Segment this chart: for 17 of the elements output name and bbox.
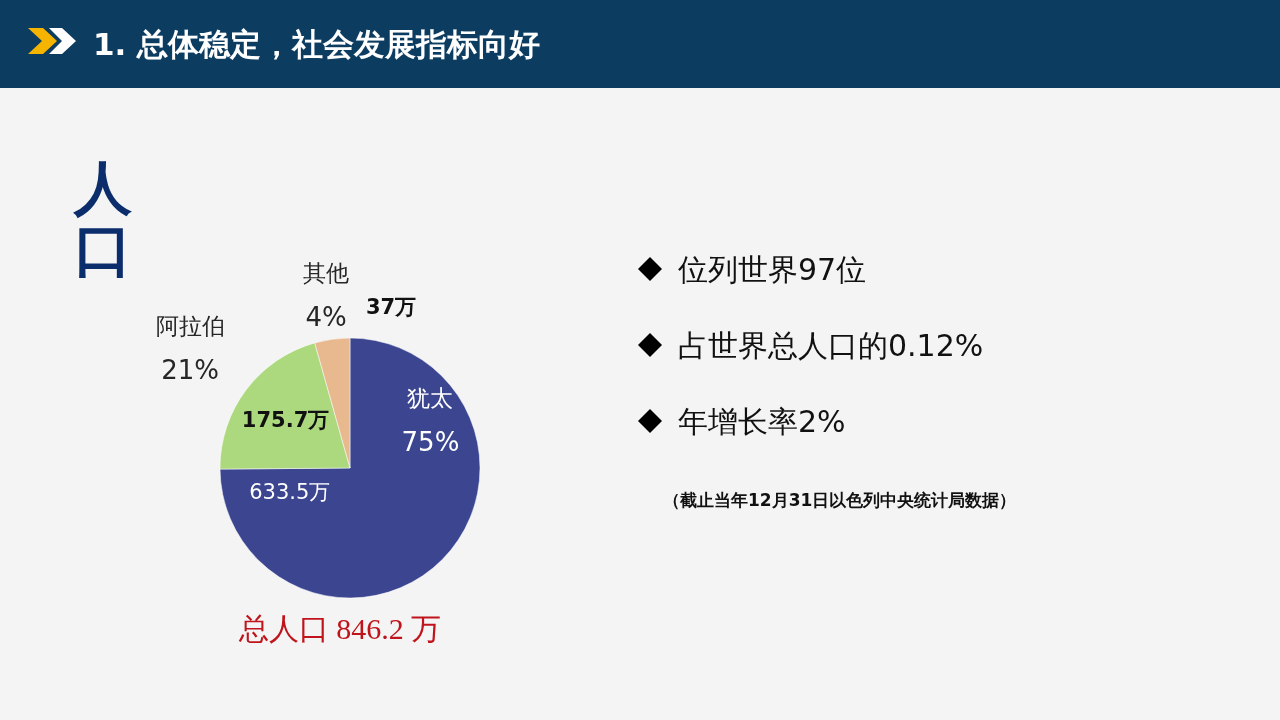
slice-label: 犹太	[407, 385, 454, 412]
text: 75%	[401, 427, 460, 458]
data-label: 175.7万	[241, 407, 330, 432]
slice-label: 其他	[303, 259, 350, 286]
data-label: 37万	[365, 294, 417, 319]
chart-title: 1. 总体稳定，社会发展指标向好	[93, 26, 541, 62]
data-label: 633.5万	[249, 480, 331, 505]
text: 位列世界97位	[678, 251, 867, 287]
text: 总人口 846.2 万	[237, 611, 442, 645]
chart-subtitle: 人口	[73, 154, 132, 284]
slice-label: 阿拉伯	[155, 312, 225, 339]
text: 占世界总人口的0.12%	[678, 327, 984, 363]
pie-slice	[219, 337, 481, 599]
text: （截止当年12月31日以色列中央统计局数据）	[663, 490, 1017, 510]
text: 年增长率2%	[678, 403, 846, 439]
text: 21%	[161, 354, 219, 385]
text: 4%	[305, 301, 347, 332]
